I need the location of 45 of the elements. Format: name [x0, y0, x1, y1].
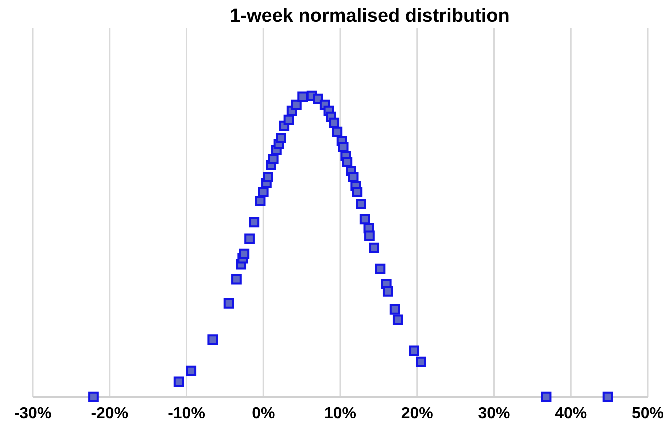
point — [224, 298, 234, 309]
point — [390, 304, 400, 315]
point — [416, 356, 426, 368]
point — [174, 376, 184, 388]
x-tick-label: 40% — [555, 405, 588, 422]
point — [541, 392, 552, 402]
point — [232, 274, 242, 285]
point — [255, 196, 266, 207]
point — [88, 392, 99, 402]
point — [298, 92, 308, 102]
point — [375, 264, 386, 274]
point — [364, 230, 375, 242]
x-tick-label: 50% — [632, 405, 664, 422]
x-tick-label: 10% — [324, 405, 357, 422]
point — [258, 187, 269, 198]
x-tick-label: 0% — [252, 405, 276, 422]
point — [338, 142, 349, 152]
point — [249, 217, 260, 228]
point — [332, 126, 343, 138]
point — [352, 187, 363, 198]
point — [239, 248, 250, 260]
point — [284, 114, 294, 126]
point — [409, 346, 420, 356]
chart-title: 1-week normalised distribution — [230, 6, 510, 27]
x-tick-label: -10% — [168, 405, 206, 422]
point — [268, 154, 279, 164]
point — [382, 286, 394, 297]
point — [263, 172, 274, 182]
x-tick-label: 20% — [401, 405, 434, 422]
point — [348, 172, 359, 182]
point — [342, 157, 353, 168]
point — [356, 199, 366, 210]
point — [244, 234, 255, 244]
point — [329, 118, 340, 128]
point — [360, 214, 370, 225]
x-tick-label: -30% — [14, 405, 52, 422]
point — [602, 392, 614, 402]
point — [276, 132, 286, 144]
point — [292, 100, 302, 110]
point — [186, 366, 197, 376]
point — [208, 334, 218, 345]
point — [392, 314, 404, 326]
x-tick-label: 30% — [478, 405, 510, 422]
point — [369, 242, 380, 254]
x-tick-label: -20% — [91, 405, 129, 422]
